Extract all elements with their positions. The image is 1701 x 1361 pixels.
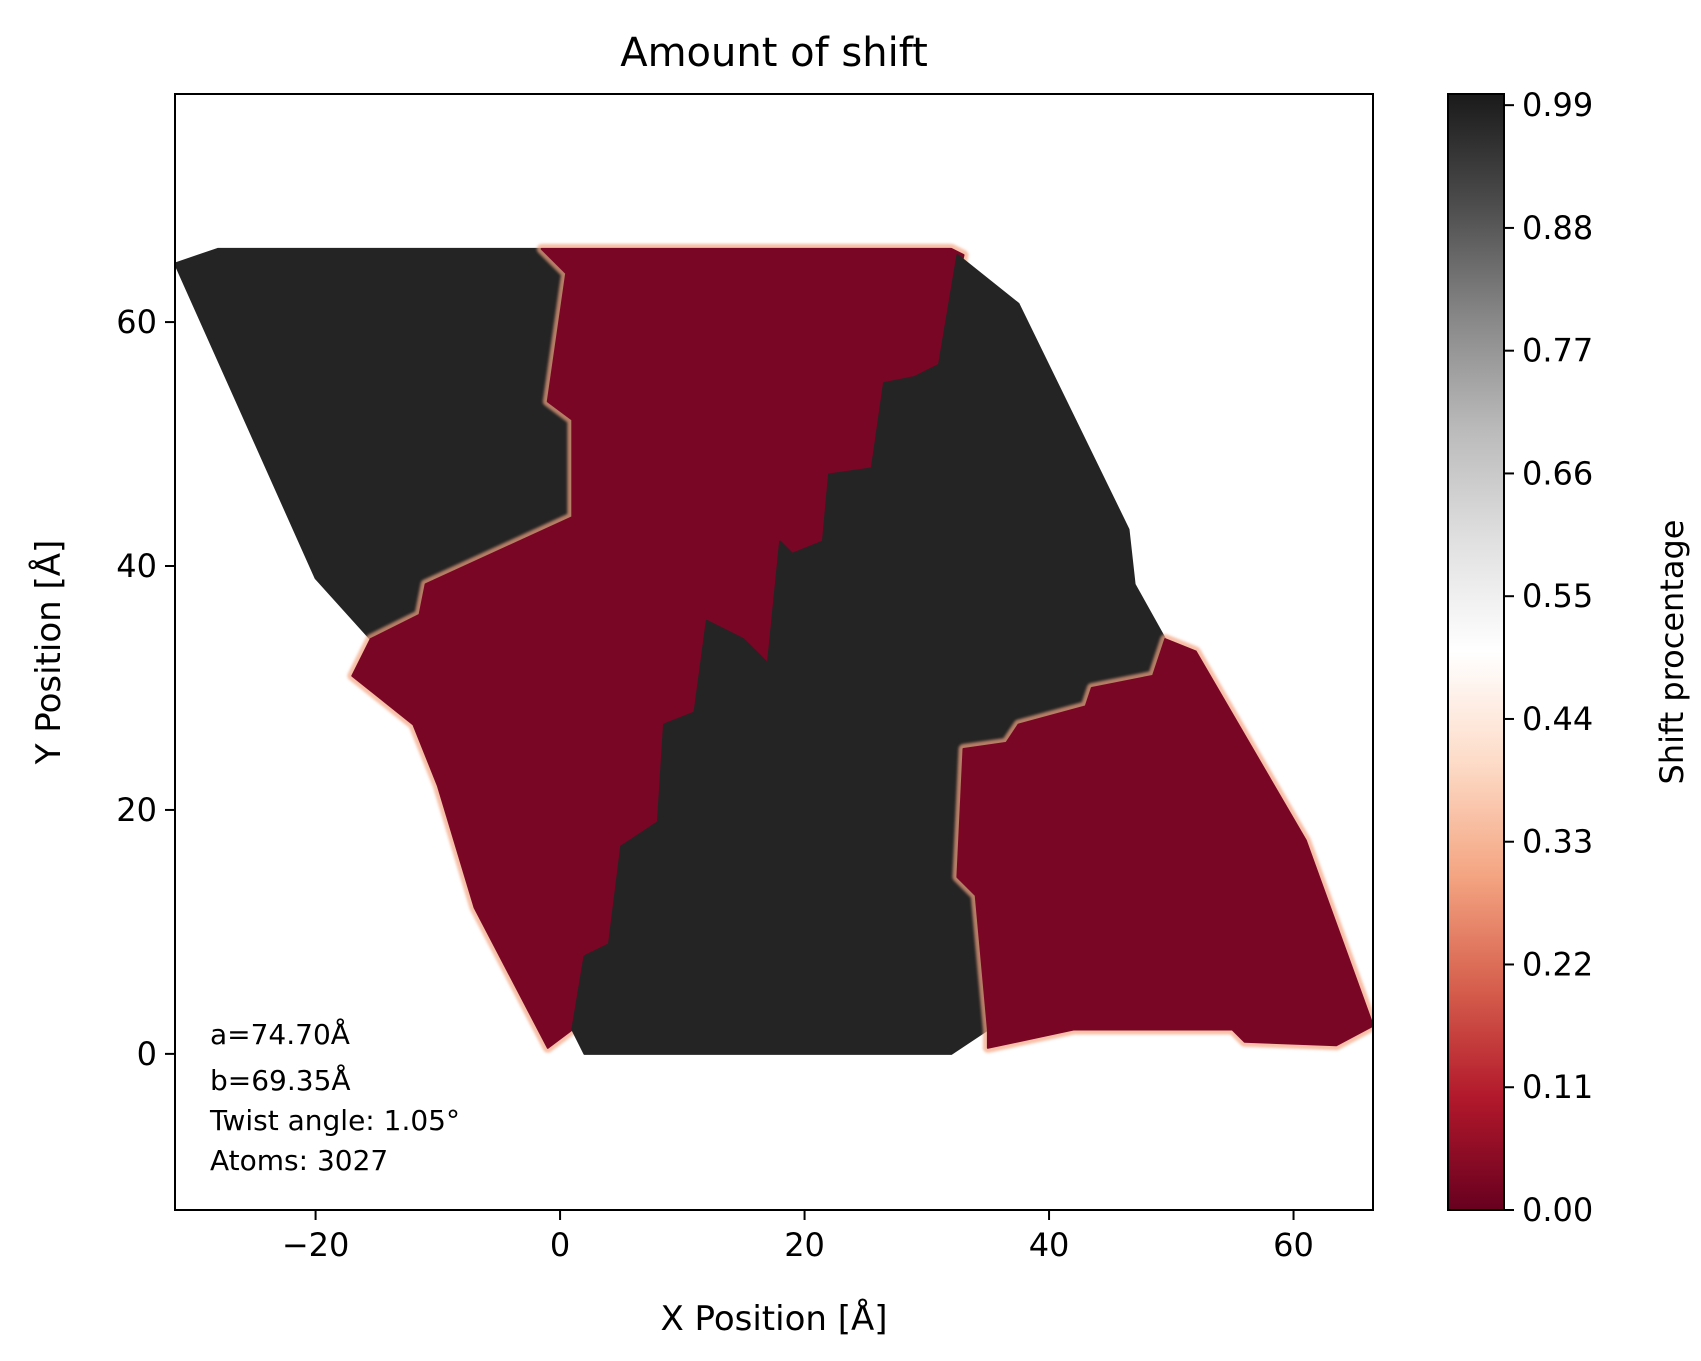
y-tick-label: 60 xyxy=(116,303,157,341)
colorbar-tick-label: 0.11 xyxy=(1522,1068,1593,1106)
colorbar-tick-label: 0.99 xyxy=(1522,86,1593,124)
colorbar-tick-label: 0.77 xyxy=(1522,332,1593,370)
y-tick-label: 20 xyxy=(116,791,157,829)
region-fill xyxy=(956,638,1373,1049)
x-tick-label: 60 xyxy=(1273,1226,1314,1264)
y-axis-label: Y Position [Å] xyxy=(28,540,69,766)
colorbar-tick-label: 0.88 xyxy=(1522,209,1593,247)
y-axis-ticks: 0 20 40 60 xyxy=(116,303,175,1073)
stats-annotation: a=74.70Å b=69.35Å Twist angle: 1.05° Ato… xyxy=(209,1017,460,1177)
annotation-line-b: b=69.35Å xyxy=(210,1063,351,1097)
plot-frame xyxy=(174,93,1374,1211)
x-axis-label: X Position [Å] xyxy=(660,1298,887,1339)
y-tick-label: 40 xyxy=(116,547,157,585)
colorbar-tick-label: 0.55 xyxy=(1522,577,1593,615)
x-tick-label: 40 xyxy=(1029,1226,1070,1264)
x-tick-label: 20 xyxy=(784,1226,825,1264)
colorbar-label: Shift procentage xyxy=(1653,520,1691,785)
colorbar-tick-label: 0.44 xyxy=(1522,700,1593,738)
colorbar-tick-label: 0.22 xyxy=(1522,945,1593,983)
x-tick-label: −20 xyxy=(282,1226,350,1264)
colorbar-ticks: 0.00 0.11 0.22 0.33 0.44 0.55 0.66 0.77 0.88 0.99 xyxy=(1504,86,1593,1229)
colorbar xyxy=(1447,93,1505,1211)
chart-title: Amount of shift xyxy=(620,30,928,76)
annotation-line-atoms: Atoms: 3027 xyxy=(210,1144,388,1177)
shift-regions xyxy=(175,243,1373,1055)
x-tick-label: 0 xyxy=(550,1226,570,1264)
colorbar-tick-label: 0.66 xyxy=(1522,454,1593,492)
colorbar-tick-label: 0.00 xyxy=(1522,1191,1593,1229)
annotation-line-twist: Twist angle: 1.05° xyxy=(209,1104,460,1137)
colorbar-tick-label: 0.33 xyxy=(1522,823,1593,861)
y-tick-label: 0 xyxy=(137,1035,157,1073)
x-axis-ticks: −20 0 20 40 60 xyxy=(282,1210,1314,1264)
region-red-lower-right xyxy=(952,634,1373,1053)
plot-area xyxy=(175,243,1373,1055)
annotation-line-a: a=74.70Å xyxy=(210,1017,350,1051)
